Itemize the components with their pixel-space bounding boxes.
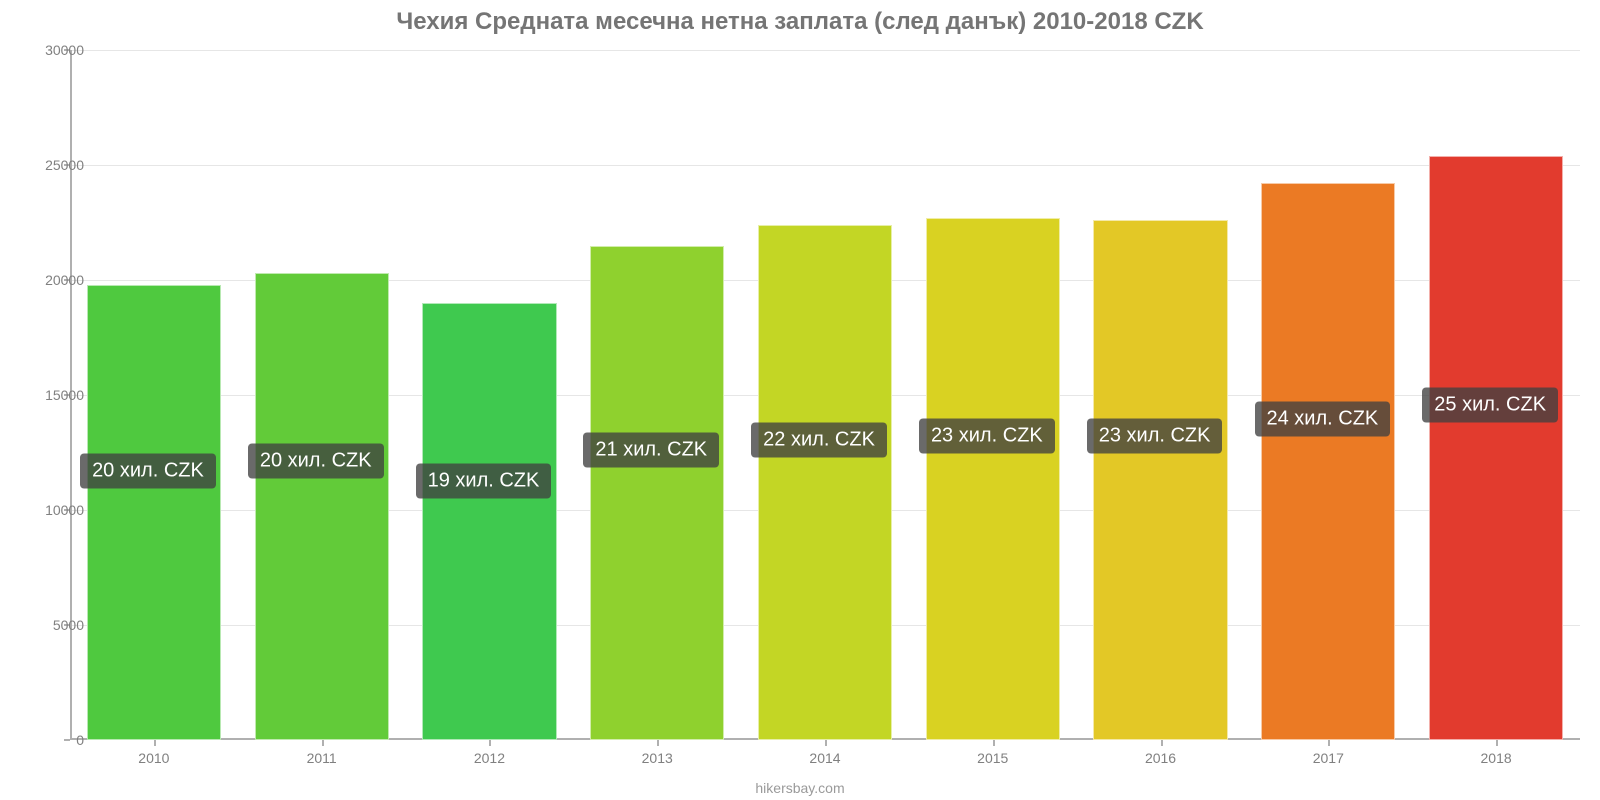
y-tick-label: 30000 xyxy=(24,42,84,58)
x-tick-mark xyxy=(1328,740,1330,746)
bar xyxy=(590,246,724,741)
x-tick-mark xyxy=(154,740,156,746)
bar-value-label: 23 хил. CZK xyxy=(1087,419,1223,454)
bar xyxy=(1093,220,1227,740)
x-tick-label: 2018 xyxy=(1412,750,1580,766)
bar-value-label: 21 хил. CZK xyxy=(583,433,719,468)
x-tick-label: 2010 xyxy=(70,750,238,766)
x-tick-mark xyxy=(657,740,659,746)
bar-value-label: 20 хил. CZK xyxy=(248,443,384,478)
bar xyxy=(87,285,221,740)
bar-slot: 201422 хил. CZK xyxy=(741,50,909,740)
x-tick-mark xyxy=(825,740,827,746)
bar-value-label: 25 хил. CZK xyxy=(1422,388,1558,423)
x-tick-mark xyxy=(489,740,491,746)
x-tick-mark xyxy=(322,740,324,746)
x-tick-label: 2014 xyxy=(741,750,909,766)
y-tick-label: 15000 xyxy=(24,387,84,403)
bar-value-label: 22 хил. CZK xyxy=(751,422,887,457)
watermark: hikersbay.com xyxy=(0,780,1600,796)
bars-group: 201020 хил. CZK201120 хил. CZK201219 хил… xyxy=(70,50,1580,740)
bar xyxy=(926,218,1060,740)
bar-slot: 201724 хил. CZK xyxy=(1244,50,1412,740)
x-tick-mark xyxy=(1161,740,1163,746)
y-tick-label: 20000 xyxy=(24,272,84,288)
bar xyxy=(1429,156,1563,740)
bar-slot: 201623 хил. CZK xyxy=(1077,50,1245,740)
x-tick-label: 2016 xyxy=(1077,750,1245,766)
bar xyxy=(255,273,389,740)
bar xyxy=(758,225,892,740)
chart-container: Чехия Средната месечна нетна заплата (сл… xyxy=(0,0,1600,800)
bar-value-label: 23 хил. CZK xyxy=(919,419,1055,454)
bar-value-label: 19 хил. CZK xyxy=(416,464,552,499)
y-tick-label: 0 xyxy=(24,732,84,748)
chart-title: Чехия Средната месечна нетна заплата (сл… xyxy=(0,8,1600,36)
y-tick-label: 5000 xyxy=(24,617,84,633)
bar-slot: 201120 хил. CZK xyxy=(238,50,406,740)
bar xyxy=(1261,183,1395,740)
plot-area: 201020 хил. CZK201120 хил. CZK201219 хил… xyxy=(70,50,1580,740)
y-tick-label: 25000 xyxy=(24,157,84,173)
bar-slot: 201020 хил. CZK xyxy=(70,50,238,740)
x-tick-mark xyxy=(993,740,995,746)
bar-value-label: 20 хил. CZK xyxy=(80,453,216,488)
bar-slot: 201523 хил. CZK xyxy=(909,50,1077,740)
bar-slot: 201321 хил. CZK xyxy=(573,50,741,740)
bar-slot: 201219 хил. CZK xyxy=(406,50,574,740)
y-tick-label: 10000 xyxy=(24,502,84,518)
x-tick-label: 2011 xyxy=(238,750,406,766)
x-tick-label: 2012 xyxy=(406,750,574,766)
x-tick-label: 2013 xyxy=(573,750,741,766)
bar-slot: 201825 хил. CZK xyxy=(1412,50,1580,740)
bar-value-label: 24 хил. CZK xyxy=(1255,402,1391,437)
x-tick-mark xyxy=(1496,740,1498,746)
x-tick-label: 2017 xyxy=(1244,750,1412,766)
bar xyxy=(422,303,556,740)
x-tick-label: 2015 xyxy=(909,750,1077,766)
